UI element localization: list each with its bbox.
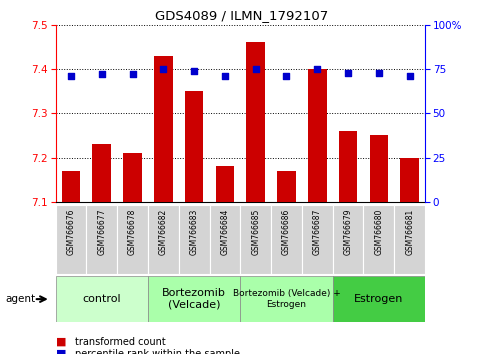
- Bar: [56, 276, 148, 322]
- Text: percentile rank within the sample: percentile rank within the sample: [75, 349, 240, 354]
- Text: GSM766684: GSM766684: [220, 209, 229, 255]
- Point: [252, 66, 259, 72]
- Point: [67, 73, 75, 79]
- Text: GSM766677: GSM766677: [97, 209, 106, 255]
- Text: GSM766687: GSM766687: [313, 209, 322, 255]
- Text: GSM766681: GSM766681: [405, 209, 414, 255]
- Bar: [215, 166, 234, 202]
- Text: GSM766678: GSM766678: [128, 209, 137, 255]
- Point: [98, 72, 106, 77]
- Text: GSM766685: GSM766685: [251, 209, 260, 255]
- Bar: [56, 205, 86, 274]
- Point: [375, 70, 383, 75]
- Text: GSM766680: GSM766680: [374, 209, 384, 255]
- Point: [313, 66, 321, 72]
- Bar: [240, 276, 333, 322]
- Bar: [86, 205, 117, 274]
- Bar: [246, 42, 265, 202]
- Point: [406, 73, 413, 79]
- Point: [190, 68, 198, 74]
- Bar: [62, 171, 80, 202]
- Text: Bortezomib
(Velcade): Bortezomib (Velcade): [162, 288, 226, 310]
- Text: GSM766683: GSM766683: [190, 209, 199, 255]
- Bar: [333, 276, 425, 322]
- Bar: [185, 91, 203, 202]
- Bar: [364, 205, 394, 274]
- Text: Estrogen: Estrogen: [354, 294, 403, 304]
- Bar: [333, 205, 364, 274]
- Text: Bortezomib (Velcade) +
Estrogen: Bortezomib (Velcade) + Estrogen: [233, 290, 341, 309]
- Bar: [117, 205, 148, 274]
- Bar: [369, 136, 388, 202]
- Bar: [92, 144, 111, 202]
- Bar: [394, 205, 425, 274]
- Text: agent: agent: [6, 294, 36, 304]
- Bar: [148, 205, 179, 274]
- Point: [159, 66, 167, 72]
- Bar: [148, 276, 241, 322]
- Bar: [302, 205, 333, 274]
- Point: [128, 72, 136, 77]
- Text: GSM766682: GSM766682: [159, 209, 168, 255]
- Bar: [240, 205, 271, 274]
- Point: [221, 73, 229, 79]
- Text: control: control: [83, 294, 121, 304]
- Text: ■: ■: [56, 337, 66, 347]
- Bar: [277, 171, 296, 202]
- Bar: [179, 205, 210, 274]
- Text: ■: ■: [56, 349, 66, 354]
- Text: GSM766686: GSM766686: [282, 209, 291, 255]
- Text: GDS4089 / ILMN_1792107: GDS4089 / ILMN_1792107: [155, 9, 328, 22]
- Bar: [339, 131, 357, 202]
- Bar: [154, 56, 172, 202]
- Bar: [400, 158, 419, 202]
- Point: [283, 73, 290, 79]
- Text: GSM766679: GSM766679: [343, 209, 353, 255]
- Point: [344, 70, 352, 75]
- Text: transformed count: transformed count: [75, 337, 166, 347]
- Text: GSM766676: GSM766676: [67, 209, 75, 255]
- Bar: [210, 205, 240, 274]
- Bar: [271, 205, 302, 274]
- Bar: [123, 153, 142, 202]
- Bar: [308, 69, 327, 202]
